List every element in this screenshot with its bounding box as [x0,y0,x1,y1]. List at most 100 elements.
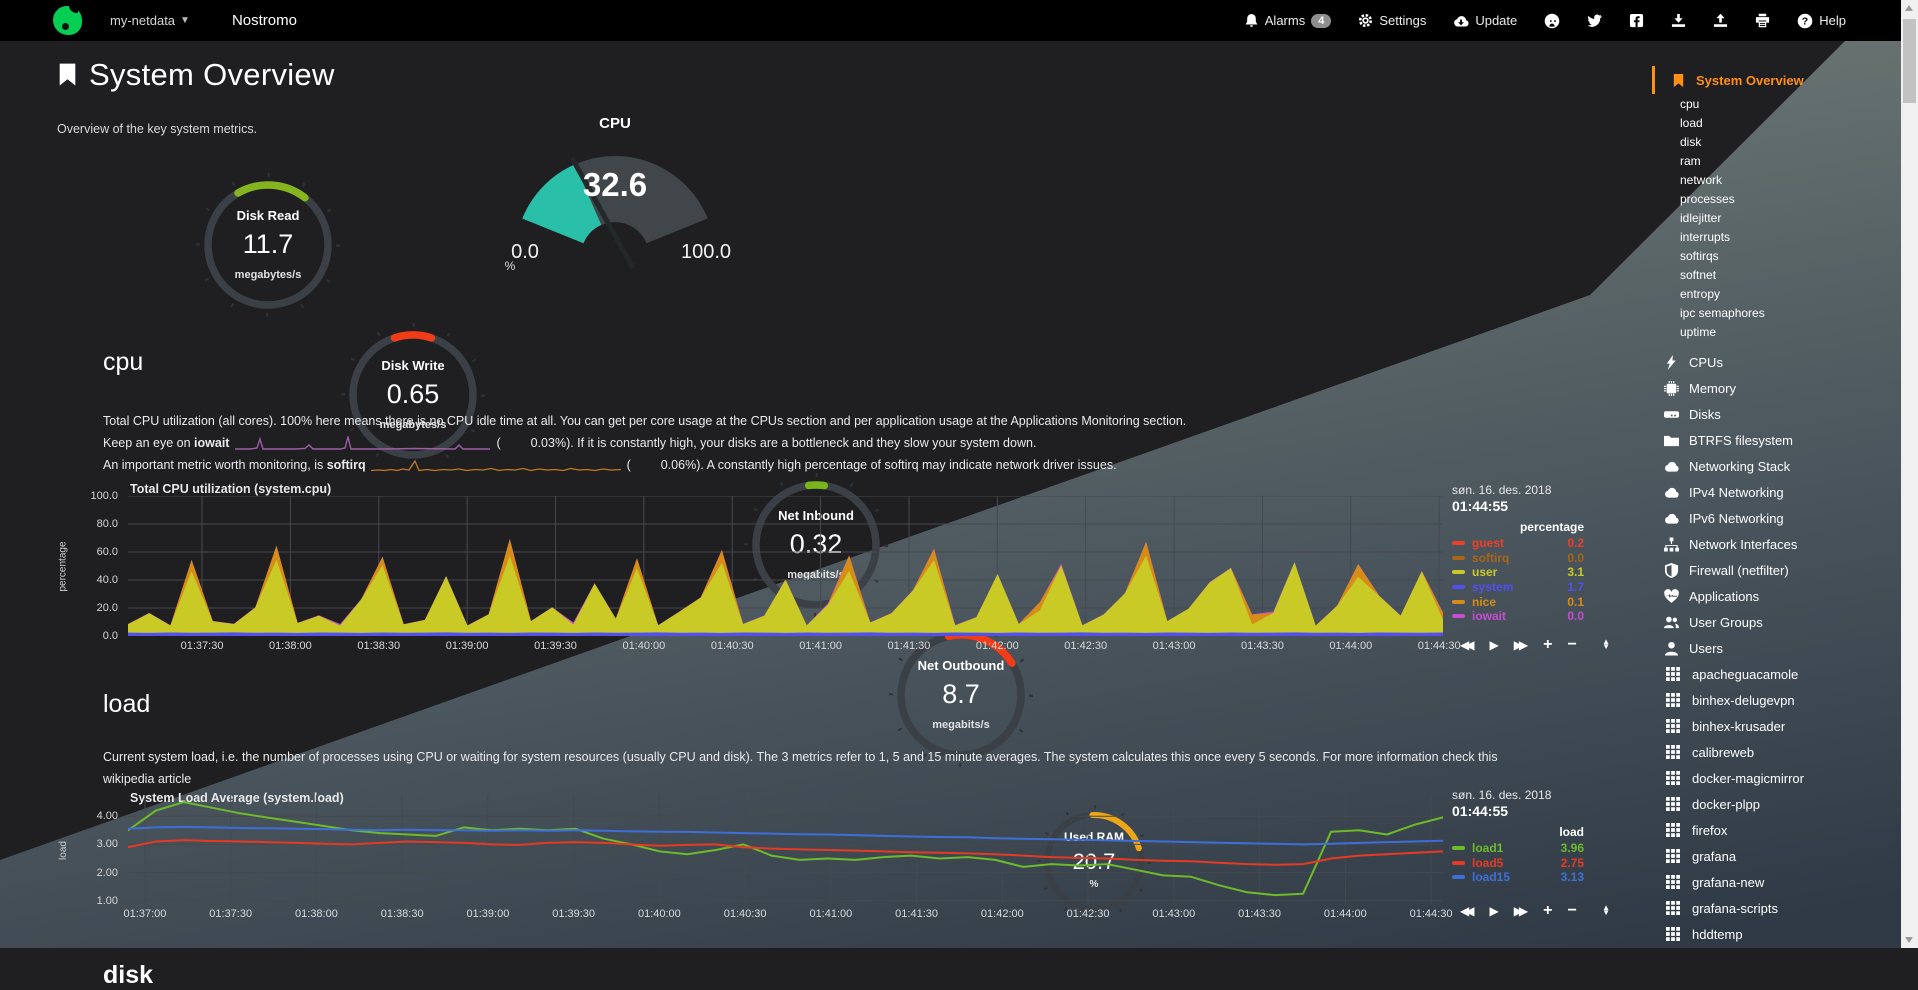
sidebar-item-firewall[interactable]: Firewall (netfilter) [1646,557,1898,583]
zoom-in-button[interactable]: + [1543,636,1553,653]
scrollbar-up-arrow[interactable] [1905,5,1913,11]
sidebar-item-network-interfaces[interactable]: Network Interfaces [1646,531,1898,557]
gauge-value: 11.7 [242,229,294,259]
help-button[interactable]: Help [1797,13,1846,29]
twitter-icon [1587,13,1602,28]
sidebar-item-cpus[interactable]: CPUs [1646,349,1898,375]
iowait-value: 0.03% [530,436,567,450]
sidebar-item-docker-plpp[interactable]: docker-plpp [1646,791,1898,817]
sidebar-item-disks[interactable]: Disks [1646,401,1898,427]
legend-value: 0.1 [1567,594,1584,609]
sidebar-subitem-interrupts[interactable]: interrupts [1680,229,1731,244]
sidebar-item-grafana-new[interactable]: grafana-new [1646,869,1898,895]
sidebar-subitem-ram[interactable]: ram [1680,153,1701,168]
sidebar-subitem-softnet[interactable]: softnet [1680,267,1717,282]
sidebar-subitem-processes[interactable]: processes [1680,191,1735,206]
sidebar-item-networking-stack[interactable]: Networking Stack [1646,453,1898,479]
sidebar-item-ipv4[interactable]: IPv4 Networking [1646,479,1898,505]
gauge-net-inbound[interactable]: Net Inbound 0.32 megabits/s [741,470,891,620]
sidebar-item-calibreweb[interactable]: calibreweb [1646,739,1898,765]
cpu-chart-plot[interactable] [128,496,1443,636]
legend-item-user[interactable]: user 3.1 [1452,565,1584,580]
top-navbar: my-netdata ▼ Nostromo Alarms 4 Settings … [0,0,1918,41]
sidebar-subitem-ipc-semaphores[interactable]: ipc semaphores [1680,305,1765,320]
legend-item-guest[interactable]: guest 0.2 [1452,536,1584,551]
sidebar-item-btrfs[interactable]: BTRFS filesystem [1646,427,1898,453]
gauge-disk-read[interactable]: Disk Read 11.7 megabytes/s [193,170,343,320]
pan-forward-button[interactable]: ▶▶ [1513,638,1529,652]
pan-backward-button[interactable]: ◀◀ [1460,904,1475,918]
sidebar-item-apacheguacamole[interactable]: apacheguacamole [1646,661,1898,687]
sidebar-item-ipv6[interactable]: IPv6 Networking [1646,505,1898,531]
netdata-logo[interactable] [53,5,82,35]
zoom-out-button[interactable]: − [1567,902,1577,919]
sidebar-item-docker-magicmirror[interactable]: docker-magicmirror [1646,765,1898,791]
resize-handle[interactable]: ▲ ▼ [1602,637,1610,651]
cpu-gauge-max: 100.0 [681,241,731,263]
twitter-button[interactable] [1587,13,1602,28]
zoom-in-button[interactable]: + [1543,902,1553,919]
gauge-ring [341,323,485,467]
sidebar-subitem-softirqs[interactable]: softirqs [1680,248,1719,263]
gauge-label: Net Outbound [917,658,1005,673]
sidebar-item-memory[interactable]: Memory [1646,375,1898,401]
legend-item-load15[interactable]: load15 3.13 [1452,870,1584,885]
legend-item-load5[interactable]: load5 2.75 [1452,856,1584,871]
scrollbar-thumb[interactable] [1903,19,1916,103]
legend-swatch [1452,555,1465,560]
gauge-unit: megabits/s [787,569,845,581]
legend-item-softirq[interactable]: softirq 0.0 [1452,551,1584,566]
load-chart-plot[interactable] [128,795,1443,905]
legend-value: 3.13 [1560,870,1584,885]
legend-name: system [1472,580,1514,595]
y-tick-label: 100.0 [90,490,118,502]
alarms-button[interactable]: Alarms 4 [1244,13,1332,28]
resize-handle[interactable]: ▲ ▼ [1602,903,1610,917]
update-button[interactable]: Update [1453,13,1517,29]
sidebar-subitem-load[interactable]: load [1680,115,1703,130]
sidebar-item-grafana-scripts[interactable]: grafana-scripts [1646,895,1898,921]
import-snapshot-button[interactable] [1713,13,1728,28]
export-snapshot-button[interactable] [1671,13,1686,28]
sidebar-subitem-network[interactable]: network [1680,172,1723,187]
gauge-cpu[interactable]: CPU 32.6 0.0 100.0 % [495,115,735,276]
zoom-out-button[interactable]: − [1567,636,1577,653]
sidebar-item-applications[interactable]: Applications [1646,583,1898,609]
gauge-disk-write[interactable]: Disk Write 0.65 megabytes/s [338,320,488,470]
settings-button[interactable]: Settings [1358,13,1426,28]
sidebar-subitem-cpu[interactable]: cpu [1680,96,1700,111]
play-button[interactable]: ▶ [1489,904,1499,918]
upload-icon [1713,13,1728,28]
legend-item-iowait[interactable]: iowait 0.0 [1452,609,1584,624]
x-tick-label: 01:40:00 [622,640,666,652]
facebook-button[interactable] [1629,13,1644,28]
load-desc[interactable]: Current system load, i.e. the number of … [103,750,1498,786]
cloud-icon [1664,511,1679,526]
grid-icon [1666,927,1680,941]
legend-item-load1[interactable]: load1 3.96 [1452,841,1584,856]
sidebar-item-system-overview[interactable]: System Overview [1652,66,1898,94]
sidebar-subitem-idlejitter[interactable]: idlejitter [1680,210,1722,225]
print-button[interactable] [1755,13,1770,28]
play-button[interactable]: ▶ [1489,638,1499,652]
page-scrollbar[interactable] [1901,0,1918,948]
sidebar-subitem-entropy[interactable]: entropy [1680,286,1721,301]
sidebar-subitem-disk[interactable]: disk [1680,134,1702,149]
pan-forward-button[interactable]: ▶▶ [1513,904,1529,918]
legend-item-nice[interactable]: nice 0.1 [1452,594,1584,609]
sidebar-subitem-uptime[interactable]: uptime [1680,324,1717,339]
sidebar-item-binhex-delugevpn[interactable]: binhex-delugevpn [1646,687,1898,713]
pan-backward-button[interactable]: ◀◀ [1460,638,1475,652]
hostname-dropdown[interactable]: my-netdata ▼ [110,13,190,28]
sidebar-item-binhex-krusader[interactable]: binhex-krusader [1646,713,1898,739]
sidebar-item-user-groups[interactable]: User Groups [1646,609,1898,635]
x-tick-label: 01:44:30 [1409,908,1453,920]
scrollbar-down-arrow[interactable] [1905,937,1913,943]
legend-item-system[interactable]: system 1.7 [1452,580,1584,595]
sidebar-item-grafana[interactable]: grafana [1646,843,1898,869]
softirq-value: 0.06% [660,458,697,472]
github-button[interactable] [1544,13,1560,29]
sidebar-item-firefox[interactable]: firefox [1646,817,1898,843]
sidebar-item-hddtemp[interactable]: hddtemp [1646,921,1898,947]
sidebar-item-users[interactable]: Users [1646,635,1898,661]
